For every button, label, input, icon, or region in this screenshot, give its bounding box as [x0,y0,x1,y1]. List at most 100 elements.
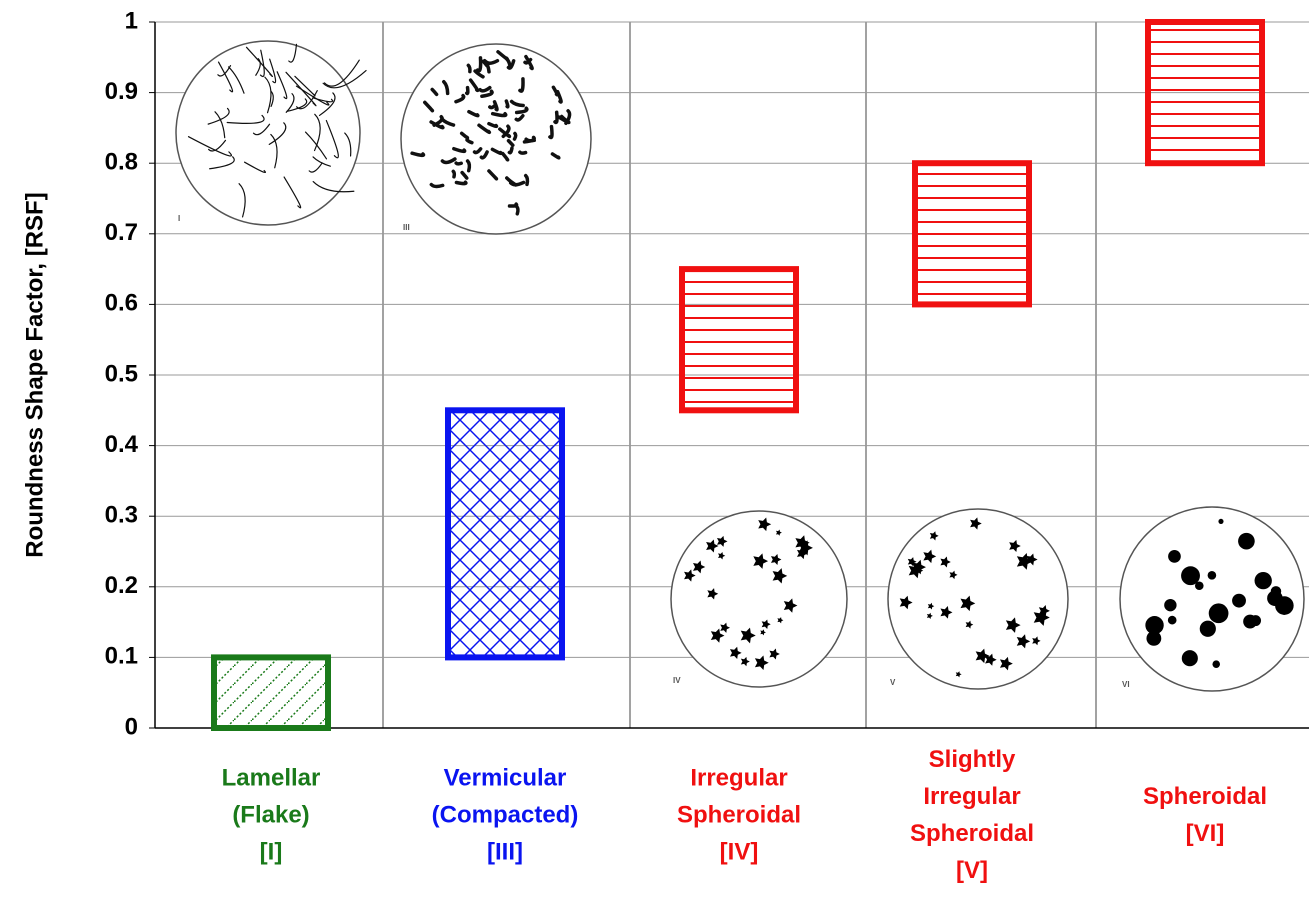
x-tick-label: Irregular [923,783,1020,810]
graphite [769,648,780,660]
graphite [955,671,962,678]
graphite [1005,617,1021,633]
graphite [488,103,498,110]
bar [445,407,565,661]
graphite [1033,609,1050,626]
graphite [1199,620,1216,637]
graphite [965,620,974,629]
graphite [929,531,939,541]
graphite [209,156,235,170]
graphite [706,539,719,553]
graphite [482,58,491,74]
graphite [1238,532,1255,550]
graphite [777,617,784,624]
graphite [509,99,525,108]
graphite [754,655,769,670]
y-tick-label: 0.5 [105,360,138,387]
y-tick-label: 0.6 [105,290,138,317]
graphite [344,132,352,157]
graphite [1164,598,1177,612]
graphite [245,46,274,78]
graphite [276,71,288,100]
x-tick-label: [VI] [1186,820,1225,847]
graphite [243,161,266,174]
graphite [940,606,953,619]
graphite [927,602,935,610]
graphite [452,146,467,154]
bar [912,160,1032,308]
micrograph: V [887,508,1069,690]
micrograph-label: I [178,214,180,223]
graphite [518,77,525,93]
graphite [1167,615,1177,625]
x-tick-label: [IV] [720,838,759,865]
graphite [1032,636,1041,646]
graphite [466,63,472,74]
graphite [1212,660,1220,668]
graphite [507,146,514,155]
graphite [325,119,339,159]
graphite [523,57,533,65]
graphite [1168,550,1181,563]
x-tick-label: Lamellar [222,764,321,791]
graphite [693,560,706,574]
graphite [514,114,525,122]
graphite [710,628,725,643]
graphite [899,595,913,610]
y-tick-label: 1 [125,7,138,34]
graphite [908,562,924,579]
x-tick-label: Irregular [690,764,787,791]
graphite [1194,581,1204,591]
graphite [796,547,808,560]
graphite [313,113,321,152]
graphite [454,161,463,166]
graphite [1146,630,1162,646]
graphite [523,173,530,187]
graphite [429,120,445,130]
y-tick-label: 0.3 [105,502,138,529]
graphite [312,180,355,193]
graphite [478,85,492,93]
y-tick-label: 0 [125,713,138,740]
graphite [264,76,272,114]
micrograph-outline [400,43,592,235]
graphite [288,43,298,63]
y-axis-label: Roundness Shape Factor, [RSF] [21,192,48,557]
graphite [252,123,271,136]
graphite [1016,553,1033,570]
graphite [454,93,466,104]
graphite [442,79,450,96]
micrograph: IV [670,510,848,688]
graphite [548,124,554,140]
graphite [187,136,232,157]
graphite [923,549,937,564]
graphite [440,157,457,165]
y-tick-label: 0.1 [105,643,138,670]
x-tick-label: (Compacted) [432,801,579,828]
graphite [507,202,519,208]
x-tick-label: Spheroidal [1143,783,1267,810]
graphite [501,151,510,162]
graphite [772,568,788,584]
graphite [429,182,445,189]
graphite [460,170,469,180]
graphite [740,656,750,667]
graphite [468,78,480,93]
graphite [720,622,731,633]
graphite [207,107,230,125]
graphite [490,111,508,118]
graphite [970,517,982,530]
graphite [760,629,766,636]
graphite [286,98,308,112]
y-tick-label: 0.7 [105,219,138,246]
x-tick-label: [I] [260,838,283,865]
graphite [227,66,245,94]
graphite [496,50,509,61]
graphite [729,646,742,659]
graphite [480,89,494,98]
graphite [960,595,976,612]
graphite [770,554,782,565]
x-tick-label: Spheroidal [677,801,801,828]
graphite [551,85,559,97]
micrograph-outline [1119,506,1305,692]
